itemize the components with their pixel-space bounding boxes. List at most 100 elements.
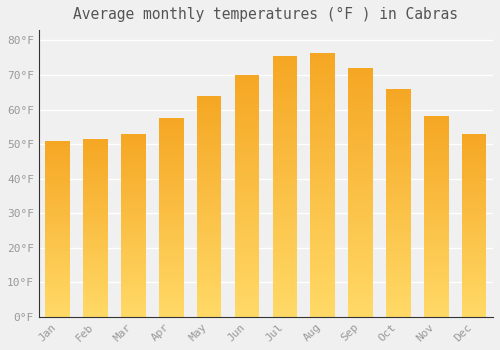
Bar — [348, 182, 373, 185]
Bar — [159, 273, 184, 275]
Bar — [121, 218, 146, 220]
Bar — [462, 275, 486, 276]
Bar — [84, 302, 108, 304]
Bar — [310, 153, 335, 156]
Bar — [462, 211, 486, 212]
Bar — [84, 174, 108, 176]
Bar — [84, 167, 108, 169]
Bar — [462, 242, 486, 244]
Bar — [159, 174, 184, 176]
Bar — [197, 199, 222, 202]
Bar — [424, 261, 448, 263]
Bar — [197, 270, 222, 273]
Bar — [386, 96, 410, 98]
Bar — [462, 159, 486, 161]
Bar — [159, 144, 184, 146]
Bar — [197, 173, 222, 175]
Bar — [348, 130, 373, 133]
Bar — [84, 288, 108, 290]
Bar — [121, 152, 146, 154]
Bar — [272, 90, 297, 92]
Bar — [310, 288, 335, 290]
Bar — [159, 257, 184, 259]
Bar — [121, 172, 146, 174]
Bar — [84, 159, 108, 160]
Bar — [197, 158, 222, 160]
Bar — [46, 248, 70, 250]
Bar — [234, 92, 260, 94]
Bar — [46, 303, 70, 304]
Bar — [46, 232, 70, 234]
Bar — [121, 231, 146, 233]
Bar — [159, 247, 184, 249]
Bar — [462, 315, 486, 317]
Bar — [197, 186, 222, 189]
Bar — [121, 223, 146, 225]
Bar — [386, 205, 410, 207]
Bar — [348, 252, 373, 254]
Bar — [462, 245, 486, 247]
Bar — [462, 156, 486, 158]
Bar — [121, 275, 146, 276]
Bar — [121, 214, 146, 216]
Bar — [197, 180, 222, 182]
Bar — [424, 233, 448, 234]
Bar — [310, 129, 335, 132]
Bar — [386, 258, 410, 260]
Bar — [462, 134, 486, 135]
Bar — [272, 246, 297, 249]
Bar — [46, 204, 70, 206]
Bar — [121, 189, 146, 190]
Bar — [84, 146, 108, 148]
Bar — [386, 214, 410, 217]
Bar — [386, 221, 410, 223]
Bar — [121, 269, 146, 271]
Bar — [386, 144, 410, 146]
Bar — [234, 210, 260, 213]
Bar — [272, 202, 297, 205]
Bar — [84, 249, 108, 251]
Bar — [159, 229, 184, 231]
Bar — [197, 231, 222, 233]
Bar — [197, 140, 222, 142]
Bar — [121, 161, 146, 163]
Bar — [234, 160, 260, 162]
Bar — [84, 271, 108, 272]
Bar — [272, 259, 297, 262]
Bar — [197, 275, 222, 277]
Bar — [46, 146, 70, 148]
Bar — [310, 148, 335, 150]
Bar — [46, 211, 70, 213]
Bar — [386, 191, 410, 194]
Bar — [462, 163, 486, 165]
Bar — [386, 226, 410, 228]
Bar — [424, 239, 448, 241]
Bar — [84, 219, 108, 221]
Bar — [462, 141, 486, 143]
Bar — [272, 191, 297, 194]
Bar — [348, 195, 373, 197]
Bar — [159, 283, 184, 285]
Bar — [310, 95, 335, 97]
Bar — [159, 261, 184, 263]
Bar — [272, 155, 297, 158]
Bar — [310, 232, 335, 235]
Bar — [272, 160, 297, 163]
Bar — [424, 153, 448, 154]
Bar — [234, 99, 260, 102]
Bar — [197, 239, 222, 241]
Bar — [121, 181, 146, 183]
Bar — [234, 114, 260, 116]
Bar — [159, 243, 184, 245]
Bar — [159, 126, 184, 128]
Bar — [272, 286, 297, 288]
Bar — [462, 190, 486, 192]
Bar — [234, 87, 260, 90]
Bar — [462, 185, 486, 187]
Bar — [310, 309, 335, 312]
Bar — [46, 181, 70, 183]
Bar — [197, 135, 222, 138]
Bar — [234, 300, 260, 302]
Bar — [159, 211, 184, 214]
Bar — [462, 207, 486, 209]
